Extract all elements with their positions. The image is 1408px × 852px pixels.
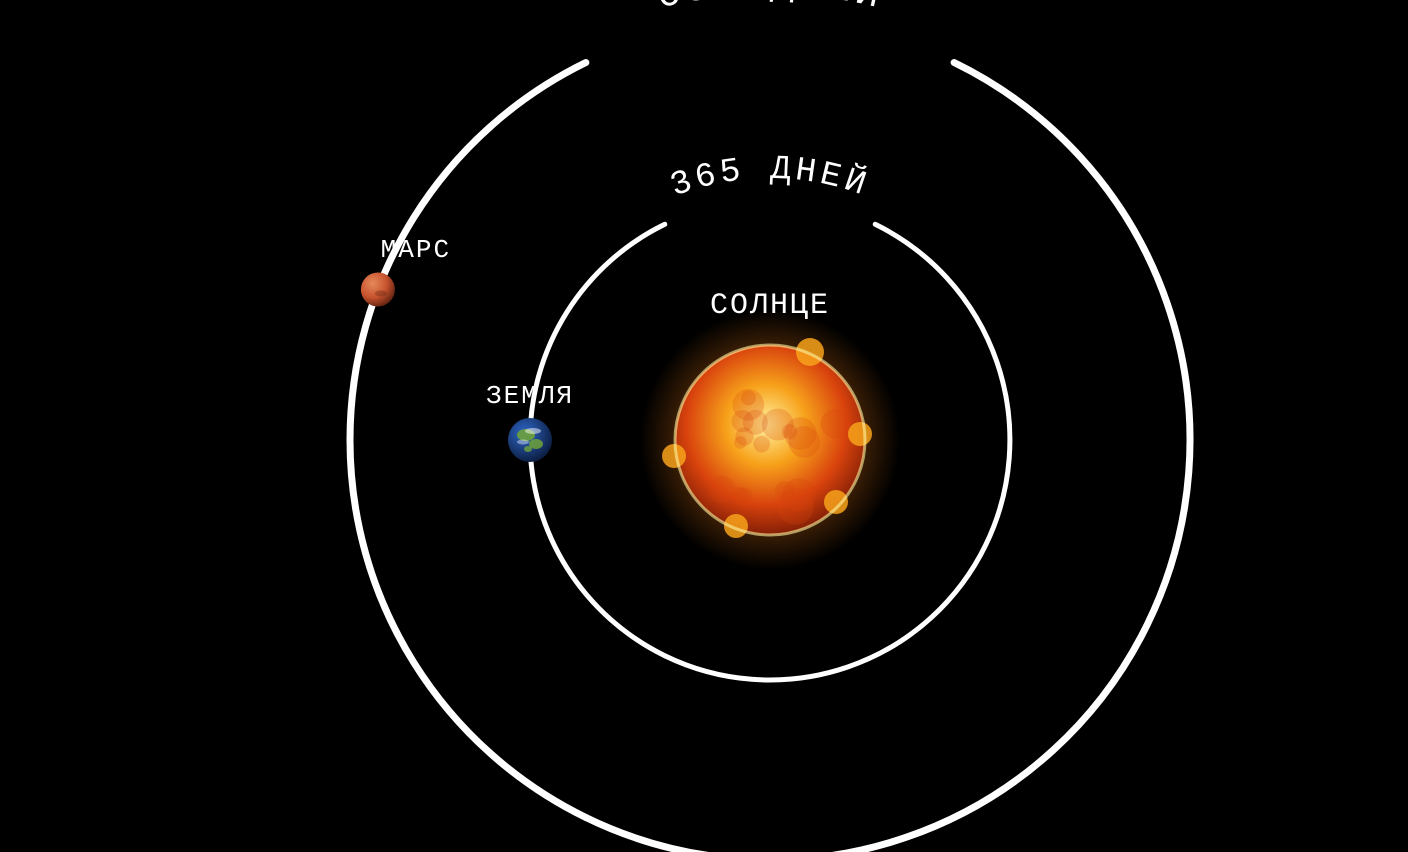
earth bbox=[508, 418, 552, 462]
mars bbox=[361, 272, 395, 306]
diagram-svg: 686 ДНЕЙ365 ДНЕЙ bbox=[0, 0, 1408, 852]
mars-label: МАРС bbox=[381, 235, 451, 265]
orbital-diagram: 686 ДНЕЙ365 ДНЕЙ СОЛНЦЕ ЗЕМЛЯ МАРС bbox=[0, 0, 1408, 852]
sun-label: СОЛНЦЕ bbox=[710, 289, 830, 323]
earth-label: ЗЕМЛЯ bbox=[486, 381, 574, 411]
